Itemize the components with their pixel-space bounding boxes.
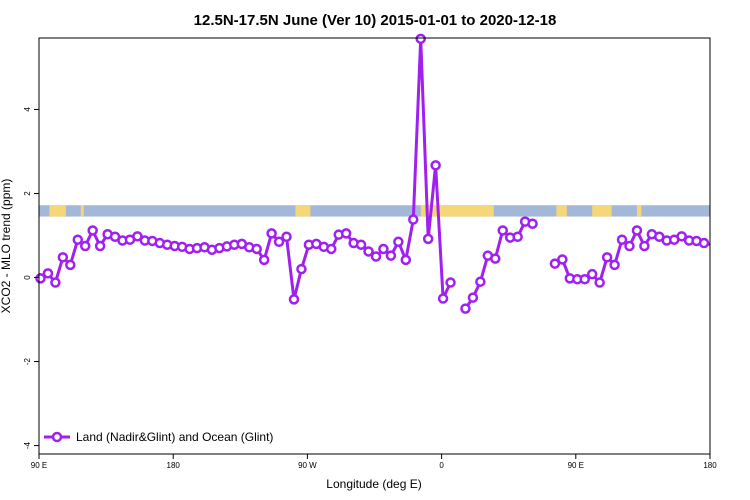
land-band-segment	[49, 205, 66, 217]
data-point	[549, 258, 561, 269]
legend-label: Land (Nadir&Glint) and Ocean (Glint)	[76, 430, 273, 444]
x-tick-label: 180	[703, 461, 717, 470]
data-point	[586, 268, 598, 280]
data-point	[385, 250, 397, 261]
data-point	[430, 160, 441, 171]
x-tick-label: 90 E	[568, 461, 584, 470]
data-point	[87, 225, 98, 236]
data-point	[363, 246, 374, 257]
data-point	[475, 276, 486, 287]
data-point	[400, 254, 412, 266]
land-ocean-band	[39, 205, 710, 217]
series-line	[464, 220, 534, 310]
data-point	[422, 233, 434, 245]
x-tick-label: 180	[167, 461, 181, 470]
land-band-segment	[636, 205, 642, 217]
y-tick-label: -2	[23, 357, 32, 365]
x-tick-label: 90 W	[298, 461, 317, 470]
data-point	[326, 243, 337, 255]
data-point	[378, 243, 389, 255]
data-point	[132, 231, 143, 242]
chart-title: 12.5N-17.5N June (Ver 10) 2015-01-01 to …	[194, 12, 557, 29]
data-point	[266, 228, 277, 239]
y-axis-label: XCO2 - MLO trend (ppm)	[0, 179, 13, 314]
data-point	[35, 273, 46, 284]
x-axis: 90 E 180 90 W 0 90 E 180	[31, 454, 717, 470]
data-point	[676, 231, 687, 242]
data-point	[370, 251, 382, 262]
y-tick-label: 4	[23, 107, 32, 112]
plot-frame	[38, 37, 711, 455]
data-point	[57, 252, 69, 263]
data-point	[594, 277, 605, 288]
data-point	[288, 294, 300, 305]
data-point	[490, 253, 501, 264]
data-point	[467, 292, 479, 303]
data-point	[355, 239, 367, 250]
data-point	[340, 228, 352, 239]
y-tick-label: 0	[23, 275, 32, 280]
data-point	[273, 236, 285, 248]
y-axis: -4 -2 0 2 4	[23, 107, 39, 449]
data-point	[579, 273, 590, 285]
data-point	[698, 237, 710, 249]
data-point	[609, 259, 620, 271]
ocean-band	[39, 205, 710, 217]
data-point	[50, 277, 61, 288]
legend-marker	[51, 431, 63, 443]
data-point	[497, 225, 508, 236]
data-point	[296, 263, 307, 275]
data-point	[415, 33, 426, 45]
land-band-segment	[556, 205, 567, 217]
data-point	[72, 234, 84, 245]
y-tick-label: 2	[23, 191, 32, 196]
data-point	[557, 254, 568, 265]
data-point	[258, 254, 270, 266]
x-axis-label: Longitude (deg E)	[326, 477, 421, 491]
data-point	[624, 240, 635, 252]
x-tick-label: 0	[439, 461, 444, 470]
data-point	[527, 218, 538, 229]
y-tick-label: -4	[23, 441, 32, 449]
land-band-segment	[592, 205, 612, 217]
land-band-segment	[420, 205, 494, 217]
data-point	[639, 240, 650, 252]
x-tick-label: 90 E	[31, 461, 47, 470]
data-point	[79, 240, 91, 252]
land-band-segment	[80, 205, 84, 217]
land-band-segment	[295, 205, 311, 217]
data-point	[42, 268, 54, 279]
data-point	[94, 240, 106, 252]
data-point	[437, 293, 449, 304]
data-point	[251, 243, 262, 255]
legend: Land (Nadir&Glint) and Ocean (Glint)	[44, 430, 273, 444]
data-point	[601, 252, 613, 263]
data-point	[281, 231, 292, 243]
data-point	[460, 303, 471, 314]
data-point	[631, 225, 643, 236]
data-point	[65, 259, 76, 271]
series-layer	[35, 33, 710, 314]
data-point	[408, 214, 419, 225]
data-point	[616, 234, 628, 245]
data-point	[393, 236, 404, 248]
data-point	[512, 231, 523, 243]
data-point	[445, 277, 456, 288]
